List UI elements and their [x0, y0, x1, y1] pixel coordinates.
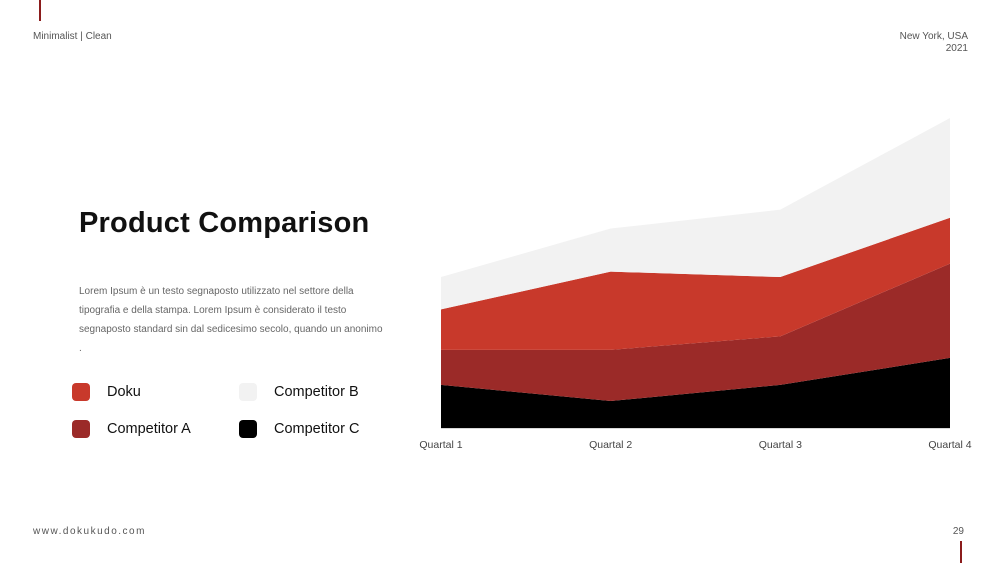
location-year: 2021	[945, 43, 968, 54]
legend-item-doku: Doku	[72, 383, 141, 401]
legend-label-competitor-b: Competitor B	[274, 384, 359, 400]
chart-areas	[441, 118, 950, 428]
location-city: New York, USA	[899, 31, 968, 42]
chart-x-axis: Quartal 1 Quartal 2 Quartal 3 Quartal 4	[419, 439, 971, 451]
x-tick-label: Quartal 3	[759, 439, 802, 451]
area-competitor-a	[441, 263, 950, 402]
page-number: 29	[952, 526, 964, 537]
header-location: New York, USA 2021	[900, 31, 968, 55]
legend-swatch-competitor-b	[239, 383, 257, 401]
header-tagline: Minimalist | Clean	[33, 31, 112, 42]
accent-bar-bottom	[960, 541, 962, 563]
legend-item-competitor-b: Competitor B	[239, 383, 359, 401]
legend-swatch-doku	[72, 383, 90, 401]
x-tick-label: Quartal 1	[419, 439, 462, 451]
legend-item-competitor-a: Competitor A	[72, 420, 191, 438]
x-tick-label: Quartal 2	[589, 439, 632, 451]
slide-description: Lorem Ipsum è un testo segnaposto utiliz…	[79, 286, 383, 354]
legend-swatch-competitor-a	[72, 420, 90, 438]
x-tick-label: Quartal 4	[928, 439, 971, 451]
area-competitor-c	[441, 357, 950, 428]
area-doku	[441, 217, 950, 350]
area-competitor-b	[441, 118, 950, 310]
legend-item-competitor-c: Competitor C	[239, 420, 359, 438]
stacked-area-chart: Quartal 1 Quartal 2 Quartal 3 Quartal 4	[419, 118, 972, 451]
accent-bar-top	[39, 0, 41, 21]
footer-url: www.dokukudo.com	[33, 526, 146, 537]
legend-label-doku: Doku	[107, 384, 141, 400]
legend-swatch-competitor-c	[239, 420, 257, 438]
legend-label-competitor-c: Competitor C	[274, 421, 360, 437]
legend-label-competitor-a: Competitor A	[107, 421, 191, 437]
slide-title: Product Comparison	[79, 207, 370, 239]
